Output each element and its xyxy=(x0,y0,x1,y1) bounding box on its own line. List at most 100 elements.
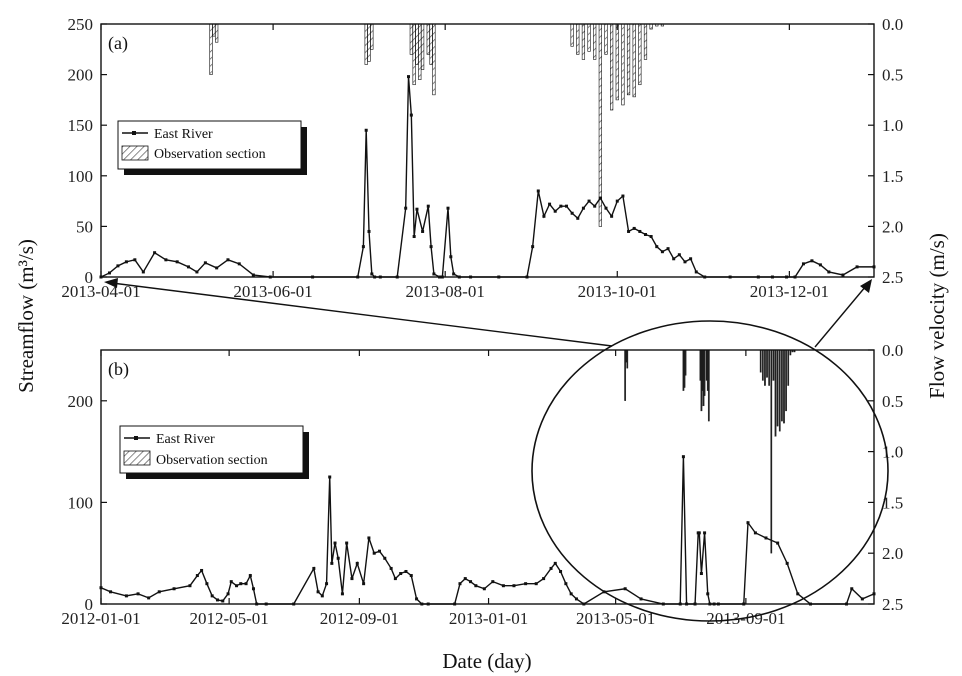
east-river-marker xyxy=(325,582,329,586)
observation-bar xyxy=(649,23,653,30)
observation-bar xyxy=(212,23,216,37)
east-river-marker xyxy=(364,128,368,132)
east-river-marker xyxy=(426,204,430,208)
observation-bar xyxy=(581,23,586,60)
east-river-marker xyxy=(855,265,859,269)
east-river-marker xyxy=(818,263,822,267)
zoom-annotation xyxy=(104,278,889,622)
east-river-marker xyxy=(404,569,408,573)
east-river-marker xyxy=(244,582,248,586)
y-right-tick-label: 0.5 xyxy=(882,392,903,411)
east-river-marker xyxy=(153,251,157,255)
y-left-tick-label: 250 xyxy=(68,15,94,34)
y-right-tick-label: 0.0 xyxy=(882,15,903,34)
observation-bar xyxy=(604,23,608,55)
east-river-marker xyxy=(672,257,676,261)
y-left-tick-label: 100 xyxy=(68,493,94,512)
east-river-marker xyxy=(205,582,209,586)
panel-a: 2013-04-01 2013-06-01 2013-08-01 2013-10-01… xyxy=(61,15,903,301)
observation-bar xyxy=(626,23,631,96)
east-river-marker xyxy=(703,531,707,535)
east-river-marker xyxy=(534,582,538,586)
y-right-tick-label: 2.5 xyxy=(882,268,903,287)
east-river-marker xyxy=(316,590,320,594)
east-river-marker xyxy=(133,258,137,262)
east-river-marker xyxy=(593,204,597,208)
east-river-marker xyxy=(221,599,225,603)
observation-bar xyxy=(761,349,764,381)
observation-bar xyxy=(367,23,371,62)
east-river-marker xyxy=(415,597,419,601)
east-river-marker xyxy=(429,245,433,249)
east-river-marker xyxy=(564,204,568,208)
east-river-marker xyxy=(409,113,413,117)
east-river-marker xyxy=(587,199,591,203)
east-river-marker xyxy=(531,245,535,249)
observation-bar xyxy=(587,23,591,52)
y-left-tick-label: 200 xyxy=(68,392,94,411)
y-left-tick-label: 100 xyxy=(68,167,94,186)
legend-label-observation-b: Observation section xyxy=(156,453,268,468)
east-river-marker xyxy=(683,260,687,264)
panel-label-b: (b) xyxy=(108,359,129,380)
observation-bar xyxy=(409,23,413,55)
x-tick-label: 2013-10-01 xyxy=(578,282,657,301)
east-river-marker xyxy=(536,189,540,193)
legend-box-a xyxy=(117,120,302,170)
observation-bar xyxy=(598,23,602,227)
y-right-tick-label: 2.0 xyxy=(882,544,903,563)
east-river-marker xyxy=(362,582,366,586)
observation-bar xyxy=(759,349,762,373)
east-river-marker xyxy=(598,196,602,200)
east-river-marker xyxy=(377,549,381,553)
observation-bar xyxy=(764,349,766,386)
east-river-marker xyxy=(681,455,685,459)
observation-bar xyxy=(593,23,597,60)
legend-marker-a xyxy=(132,131,136,135)
east-river-marker xyxy=(564,582,568,586)
y-left-tick-label: 0 xyxy=(85,595,94,614)
east-river-marker xyxy=(195,270,199,274)
observation-bar xyxy=(370,23,374,50)
east-river-marker xyxy=(188,584,192,588)
legend-label-east-river-a: East River xyxy=(154,127,213,142)
observation-bar xyxy=(638,23,642,86)
east-river-marker xyxy=(248,574,252,578)
observation-bar xyxy=(576,23,580,55)
observation-bar xyxy=(626,349,629,369)
observation-bar xyxy=(415,23,419,65)
east-river-marker xyxy=(850,587,854,591)
plot-frame-a xyxy=(100,23,875,278)
east-river-marker xyxy=(452,272,456,276)
legend-hatch-swatch-a xyxy=(121,145,149,161)
east-river-line xyxy=(100,76,874,278)
observation-bar xyxy=(615,23,619,101)
observation-bar xyxy=(209,23,213,75)
east-river-marker xyxy=(810,259,814,263)
observation-bar xyxy=(364,23,368,65)
east-river-marker xyxy=(383,556,387,560)
east-river-marker xyxy=(553,561,557,565)
y-right-tick-label: 2.5 xyxy=(882,595,903,614)
observation-bar xyxy=(768,349,771,386)
east-river-marker xyxy=(393,577,397,581)
observation-bar xyxy=(783,349,785,424)
east-river-marker xyxy=(559,569,563,573)
east-river-marker xyxy=(367,229,371,233)
y-axis-right-title: Flow velocity (m/s) xyxy=(925,233,949,399)
east-river-marker xyxy=(404,206,408,210)
east-river-marker xyxy=(627,229,631,233)
east-river-marker xyxy=(226,258,230,262)
east-river-marker xyxy=(172,587,176,591)
east-river-marker xyxy=(621,194,625,198)
east-river-marker xyxy=(251,587,255,591)
x-tick-label: 2012-01-01 xyxy=(61,609,140,628)
observation-bar xyxy=(610,23,614,111)
east-river-marker xyxy=(677,253,681,257)
y-right-tick-label: 0.5 xyxy=(882,66,903,85)
east-river-marker xyxy=(623,587,627,591)
observation-bar xyxy=(776,349,779,427)
observation-bar xyxy=(215,23,219,43)
east-river-marker xyxy=(432,272,436,276)
east-river-marker xyxy=(474,584,478,588)
